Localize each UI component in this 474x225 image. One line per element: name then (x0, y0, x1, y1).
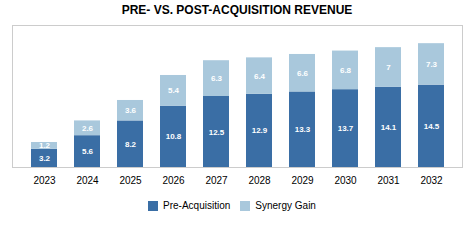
svg-text:3.2: 3.2 (39, 154, 51, 163)
svg-text:12.9: 12.9 (252, 126, 268, 135)
svg-text:3.6: 3.6 (125, 106, 137, 115)
svg-text:2032: 2032 (420, 175, 443, 186)
svg-text:2031: 2031 (377, 175, 400, 186)
svg-text:2028: 2028 (248, 175, 271, 186)
svg-text:2.6: 2.6 (82, 124, 94, 133)
svg-text:13.7: 13.7 (338, 124, 354, 133)
svg-text:6.6: 6.6 (297, 69, 309, 78)
svg-text:1.2: 1.2 (39, 141, 51, 150)
svg-text:2025: 2025 (119, 175, 142, 186)
svg-text:14.5: 14.5 (424, 122, 440, 131)
svg-text:2024: 2024 (76, 175, 99, 186)
svg-text:12.5: 12.5 (209, 128, 225, 137)
svg-text:2030: 2030 (334, 175, 357, 186)
svg-text:8.2: 8.2 (125, 140, 137, 149)
svg-text:10.8: 10.8 (166, 132, 182, 141)
svg-text:5.6: 5.6 (82, 147, 94, 156)
svg-text:14.1: 14.1 (381, 123, 397, 132)
svg-text:2029: 2029 (291, 175, 314, 186)
svg-text:13.3: 13.3 (295, 125, 311, 134)
svg-text:5.4: 5.4 (168, 86, 180, 95)
svg-text:6.8: 6.8 (340, 66, 352, 75)
html-text:Synergy Gain: Synergy Gain (255, 200, 316, 211)
svg-text:7.3: 7.3 (426, 60, 438, 69)
svg-text:7: 7 (386, 63, 391, 72)
svg-text:2026: 2026 (162, 175, 185, 186)
svg-text:2023: 2023 (33, 175, 56, 186)
svg-text:6.4: 6.4 (254, 72, 266, 81)
svg-text:2027: 2027 (205, 175, 228, 186)
html-text:Pre-Acquisition: Pre-Acquisition (163, 200, 231, 211)
svg-text:6.3: 6.3 (211, 74, 223, 83)
html-text:PRE- VS. POST-ACQUISITION REVE: PRE- VS. POST-ACQUISITION REVENUE (121, 3, 353, 17)
